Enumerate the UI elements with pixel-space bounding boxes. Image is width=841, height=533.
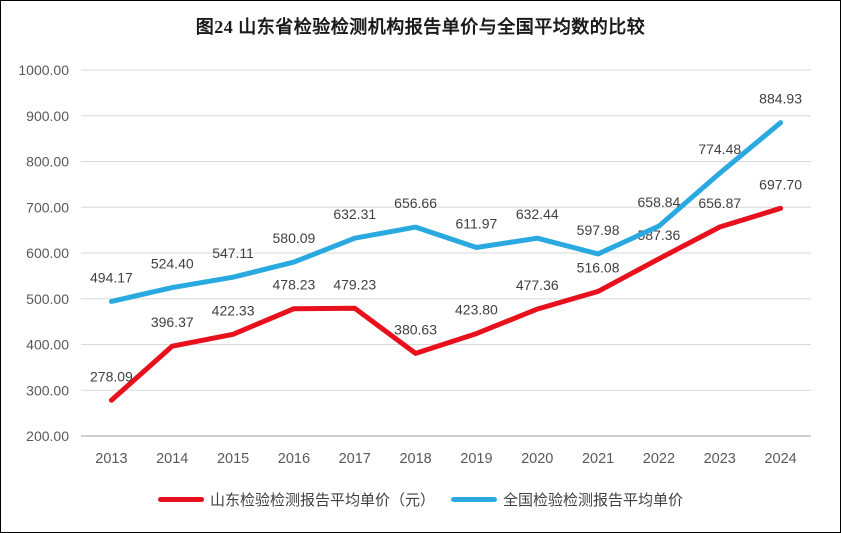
y-tick-label: 300.00: [26, 382, 69, 398]
data-label-shandong: 380.63: [394, 321, 437, 337]
x-tick-label: 2022: [643, 451, 675, 467]
x-tick-label: 2019: [460, 451, 492, 467]
y-tick-label: 1000.00: [18, 62, 69, 78]
legend-label-shandong: 山东检验检测报告平均单价（元）: [209, 492, 435, 509]
data-label-shandong: 278.09: [90, 368, 133, 384]
x-tick-label: 2016: [278, 451, 310, 467]
data-label-shandong: 478.23: [273, 277, 316, 293]
data-label-national: 611.97: [456, 216, 498, 232]
legend-item-national: 全国检验检测报告平均单价: [451, 489, 683, 510]
x-tick-label: 2013: [95, 451, 127, 467]
x-tick-label: 2017: [339, 451, 371, 467]
x-tick-label: 2018: [399, 451, 431, 467]
data-label-national: 632.31: [333, 206, 376, 222]
x-tick-label: 2024: [764, 451, 796, 467]
data-label-shandong: 396.37: [151, 314, 194, 330]
y-tick-label: 500.00: [26, 291, 69, 307]
y-tick-label: 600.00: [26, 245, 69, 261]
x-tick-label: 2015: [217, 451, 249, 467]
legend-label-national: 全国检验检测报告平均单价: [503, 492, 684, 509]
data-label-shandong: 516.08: [577, 259, 620, 275]
data-label-shandong: 656.87: [698, 195, 741, 211]
data-label-national: 524.40: [151, 256, 194, 272]
x-tick-label: 2023: [704, 451, 736, 467]
data-label-national: 547.11: [212, 245, 254, 261]
data-label-shandong: 422.33: [212, 302, 255, 318]
legend: 山东检验检测报告平均单价（元） 全国检验检测报告平均单价: [1, 489, 840, 510]
data-label-shandong: 697.70: [759, 176, 802, 192]
series-line-national: [108, 120, 784, 304]
data-label-national: 632.44: [516, 206, 559, 222]
shandong-line-swatch: [157, 497, 204, 502]
data-label-shandong: 423.80: [455, 302, 498, 318]
y-tick-label: 400.00: [26, 337, 69, 353]
x-tick-label: 2021: [582, 451, 614, 467]
data-label-national: 884.93: [759, 91, 802, 107]
data-label-shandong: 479.23: [333, 276, 376, 292]
data-label-national: 656.66: [394, 195, 437, 211]
y-tick-label: 700.00: [26, 199, 69, 215]
data-label-national: 580.09: [273, 230, 316, 246]
data-label-national: 494.17: [90, 269, 133, 285]
data-label-national: 658.84: [638, 194, 681, 210]
y-tick-label: 800.00: [26, 154, 69, 170]
y-tick-label: 900.00: [26, 108, 69, 124]
data-label-national: 774.48: [698, 141, 741, 157]
chart-title: 图24 山东省检验检测机构报告单价与全国平均数的比较: [195, 17, 646, 37]
x-tick-label: 2014: [156, 451, 188, 467]
legend-item-shandong: 山东检验检测报告平均单价（元）: [157, 489, 435, 510]
data-label-shandong: 477.36: [516, 277, 559, 293]
y-tick-label: 200.00: [26, 428, 69, 444]
national-line-swatch: [451, 497, 497, 502]
x-tick-label: 2020: [521, 451, 553, 467]
data-label-national: 597.98: [577, 222, 620, 238]
series-line-shandong: [108, 205, 784, 403]
